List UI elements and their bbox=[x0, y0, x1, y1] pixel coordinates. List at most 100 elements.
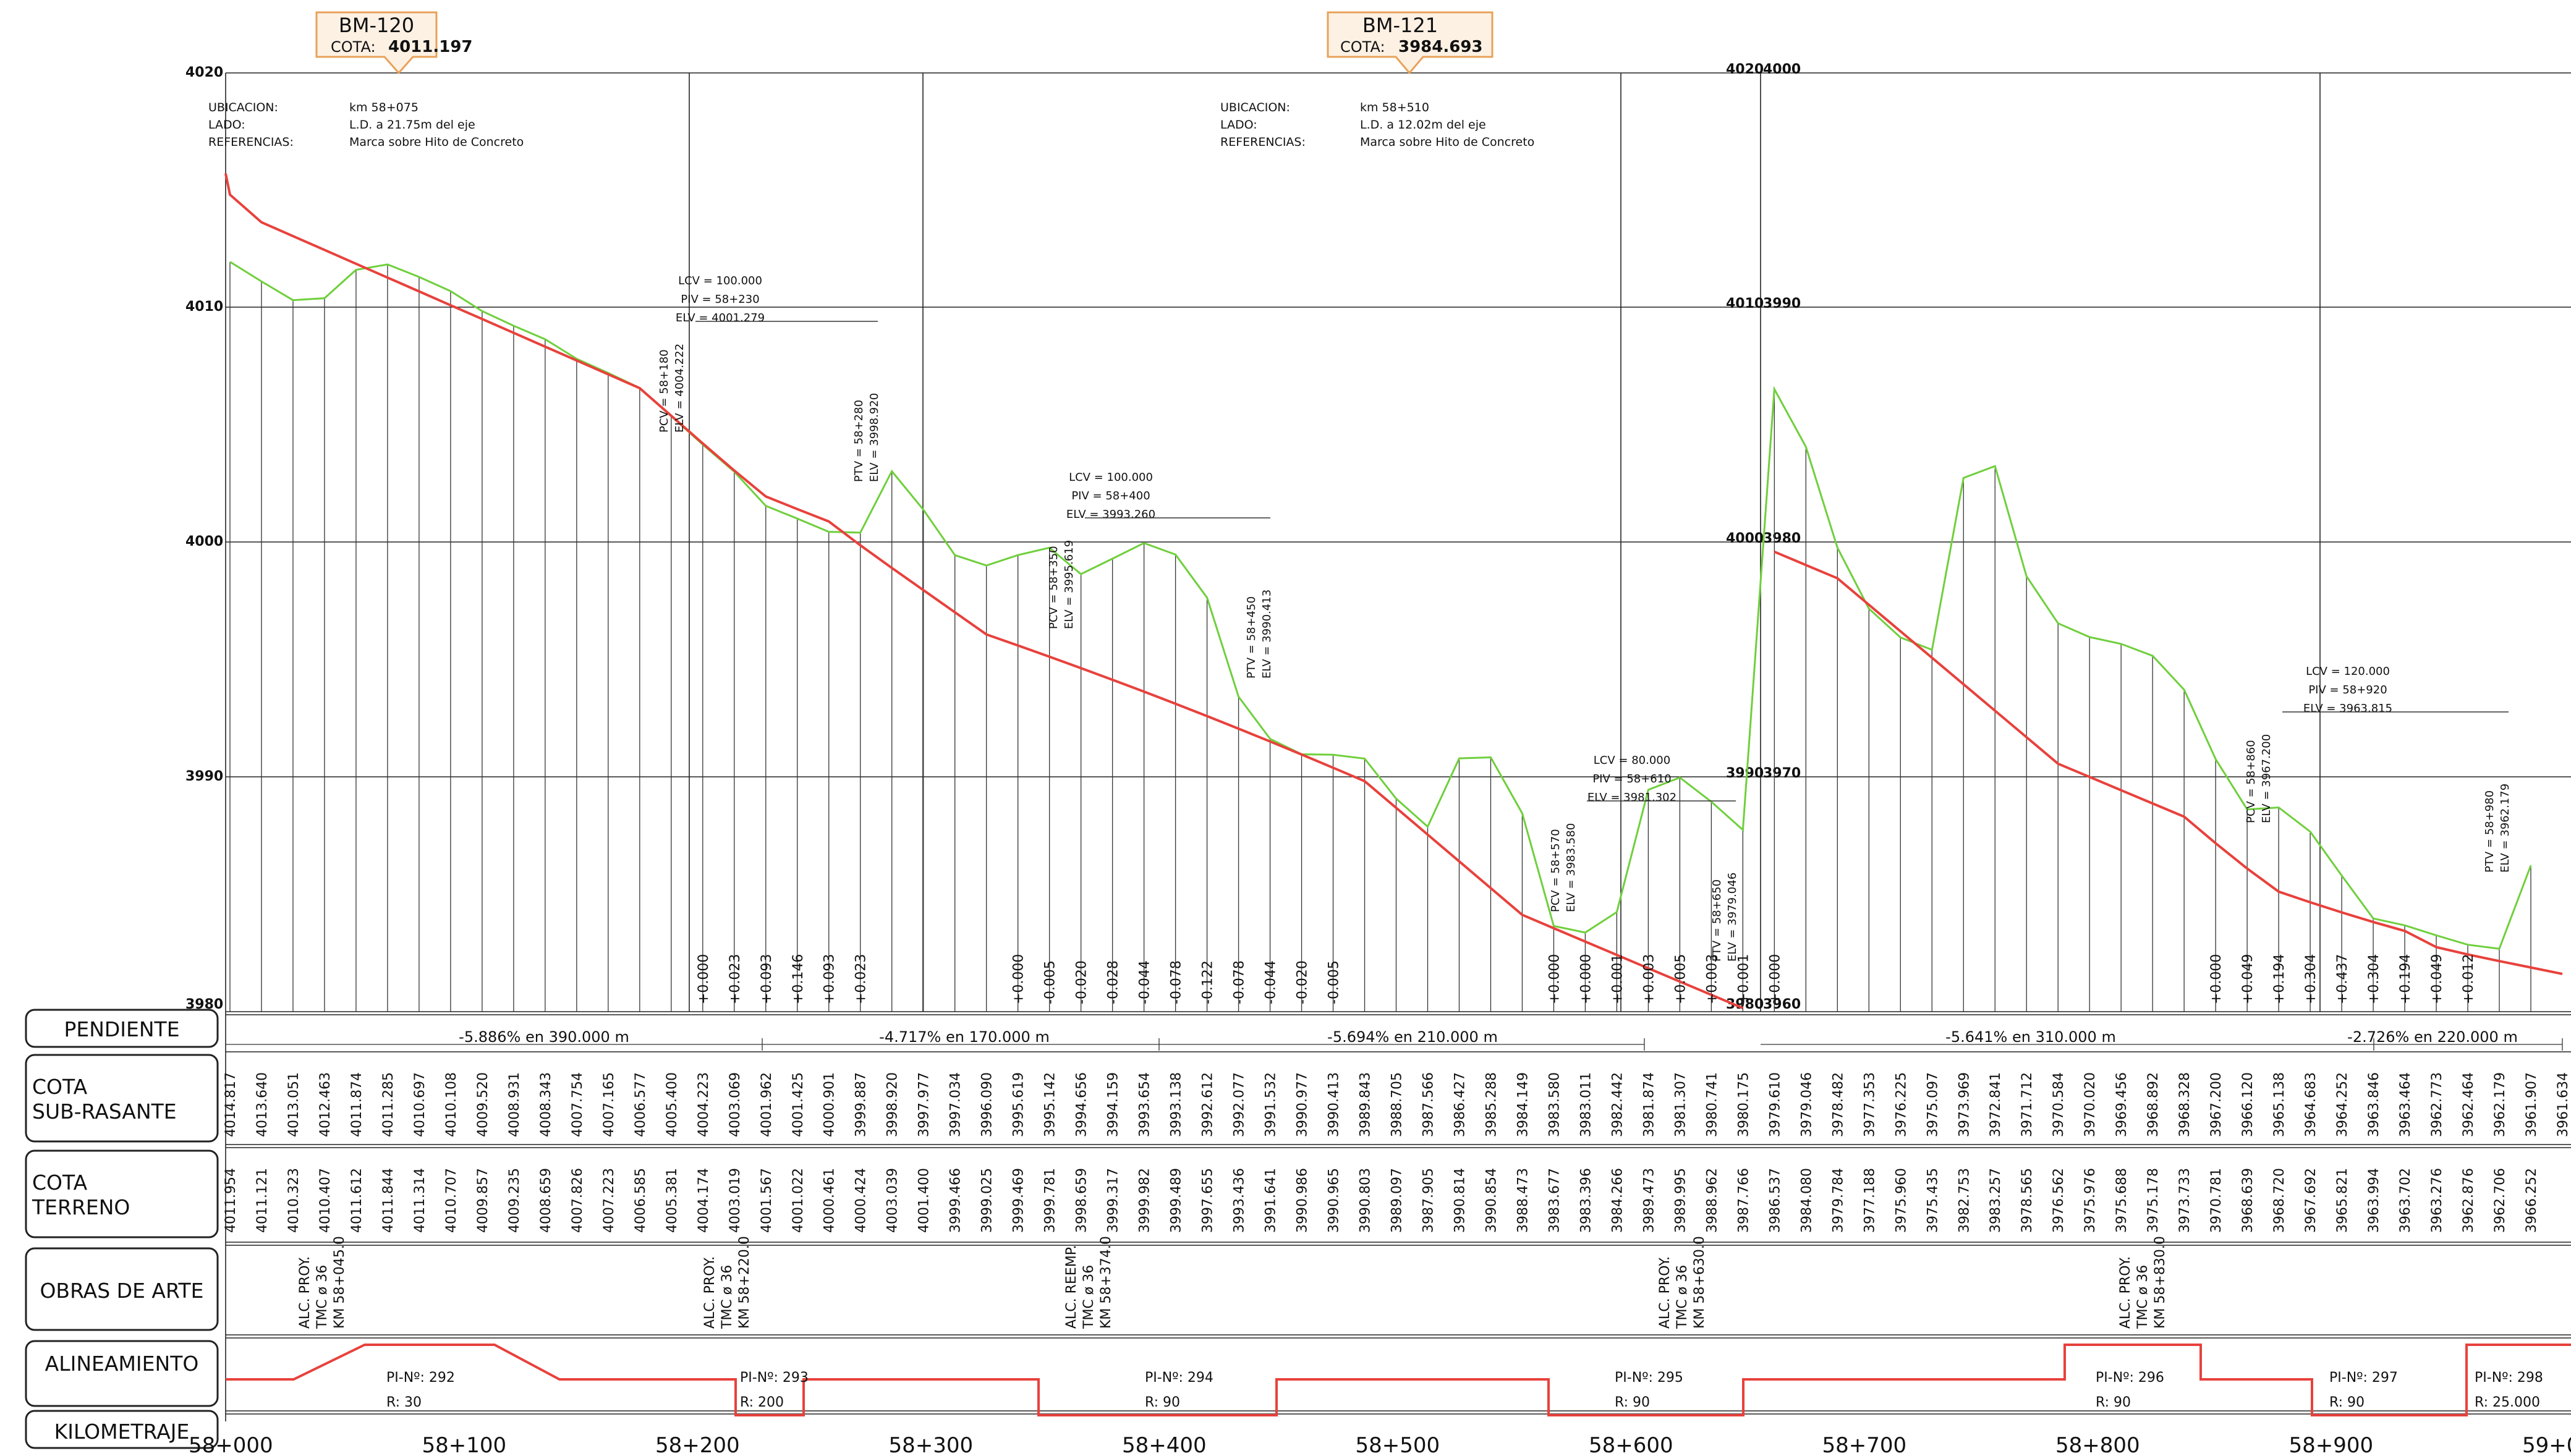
terreno-value: 4011.612 bbox=[349, 1168, 365, 1233]
curve-pcv-elv: ELV = 4004.222 bbox=[673, 344, 686, 433]
cut-fill-value: +0.003 bbox=[1641, 954, 1657, 1004]
terreno-value: 3999.469 bbox=[1011, 1168, 1027, 1233]
elevation-labels-mid: 4020 4010 4000 3990 3980 4000 3990 3980 … bbox=[1726, 62, 1801, 1012]
subrasante-value: 3977.353 bbox=[1862, 1072, 1877, 1137]
cut-fill-value: +0.194 bbox=[2272, 954, 2287, 1004]
slope-label: -5.694% en 210.000 m bbox=[1327, 1028, 1498, 1046]
terreno-value: 3987.905 bbox=[1421, 1168, 1436, 1233]
cut-fill-value: +0.049 bbox=[2429, 954, 2445, 1004]
pi-radius: R: 90 bbox=[2096, 1395, 2131, 1410]
subrasante-value: 3971.712 bbox=[2020, 1072, 2035, 1137]
row-labels: PENDIENTE COTA SUB-RASANTE COTA TERRENO … bbox=[25, 1009, 219, 1449]
curve-lcv: LCV = 100.000 bbox=[1069, 471, 1153, 484]
cut-fill-value: -0.044 bbox=[1137, 960, 1153, 1004]
curve-piv: PIV = 58+920 bbox=[2308, 684, 2387, 696]
subrasante-value: 3994.159 bbox=[1106, 1072, 1121, 1137]
cut-fill-value: -0.078 bbox=[1232, 960, 1247, 1004]
bm-id: BM-120 bbox=[339, 14, 414, 37]
bm-ref-value: Marca sobre Hito de Concreto bbox=[1360, 135, 1534, 149]
subrasante-value: 4008.931 bbox=[507, 1072, 522, 1137]
subrasante-value: 3985.288 bbox=[1484, 1072, 1499, 1137]
subrasante-value: 3980.741 bbox=[1704, 1072, 1720, 1137]
alignment-pis: PI-Nº: 292 R: 30 PI-Nº: 293 R: 200 PI-Nº: 29… bbox=[386, 1370, 2543, 1410]
subrasante-value: 3979.046 bbox=[1799, 1072, 1814, 1137]
subrasante-value: 3961.634 bbox=[2556, 1072, 2571, 1137]
terreno-value: 3999.982 bbox=[1137, 1168, 1153, 1233]
bm-lado-value: L.D. a 12.02m del eje bbox=[1360, 118, 1486, 132]
obra-text: KM 58+830.0 bbox=[2152, 1236, 2168, 1329]
obra-text: TMC ø 36 bbox=[1081, 1265, 1097, 1329]
terreno-value: 4006.585 bbox=[633, 1168, 648, 1233]
bm-cota-label: COTA: bbox=[331, 38, 376, 56]
subrasante-value: 3969.456 bbox=[2114, 1072, 2130, 1137]
terreno-value: 3963.702 bbox=[2398, 1168, 2413, 1233]
curve-elv: ELV = 3981.302 bbox=[1587, 791, 1676, 804]
cut-fill-value: +0.001 bbox=[1610, 954, 1625, 1004]
subrasante-value: 3995.619 bbox=[1011, 1072, 1027, 1137]
terreno-value: 3990.803 bbox=[1358, 1168, 1374, 1233]
pi-radius: R: 90 bbox=[1615, 1395, 1650, 1410]
cut-fill-value: -0.078 bbox=[1169, 960, 1184, 1004]
cut-fill-value: +0.194 bbox=[2398, 954, 2413, 1004]
terreno-value: 3962.706 bbox=[2492, 1168, 2508, 1233]
cut-fill-value: +0.093 bbox=[822, 954, 838, 1004]
subrasante-value: 4007.165 bbox=[601, 1072, 617, 1137]
obra-text: TMC ø 36 bbox=[315, 1265, 330, 1329]
subrasante-value: 3993.654 bbox=[1137, 1072, 1153, 1137]
terreno-value: 4009.235 bbox=[507, 1168, 522, 1233]
cut-fill-value: +0.146 bbox=[791, 954, 806, 1004]
terreno-value: 3999.466 bbox=[948, 1168, 964, 1233]
km-label: 58+500 bbox=[1356, 1433, 1440, 1456]
bm-cota-value: 4011.197 bbox=[388, 38, 473, 56]
cut-fill-value: +0.005 bbox=[1673, 954, 1688, 1004]
pi-number: PI-Nº: 297 bbox=[2329, 1370, 2398, 1386]
subrasante-value: 4006.577 bbox=[633, 1072, 648, 1137]
subrasante-value: 3999.887 bbox=[854, 1072, 869, 1137]
kilometraje-labels: 58+000 58+100 58+200 58+300 58+400 58+500 58+6… bbox=[189, 1433, 2571, 1456]
pi-number: PI-Nº: 293 bbox=[740, 1370, 809, 1386]
cut-fill-value: +0.049 bbox=[2240, 954, 2256, 1004]
terreno-value: 3978.565 bbox=[2020, 1168, 2035, 1233]
terreno-value: 3987.766 bbox=[1736, 1168, 1751, 1233]
label-terreno-1: COTA bbox=[32, 1170, 88, 1195]
elev-label: 3980 bbox=[185, 997, 223, 1012]
terreno-value: 4011.314 bbox=[412, 1168, 428, 1233]
data-bands bbox=[226, 1014, 2571, 1415]
subrasante-value: 3967.200 bbox=[2209, 1072, 2224, 1137]
cut-fill-value: -0.005 bbox=[1043, 960, 1058, 1004]
obra-text: TMC ø 36 bbox=[2135, 1265, 2151, 1329]
terreno-value: 4008.659 bbox=[538, 1168, 554, 1233]
subrasante-value: 3996.090 bbox=[980, 1072, 995, 1137]
cut-fill-value: +0.304 bbox=[2366, 954, 2382, 1004]
terreno-value: 4000.424 bbox=[854, 1168, 869, 1233]
bm-ubic-value: km 58+075 bbox=[349, 101, 419, 114]
curve-pcv: PCV = 58+570 bbox=[1549, 829, 1562, 912]
cut-fill-value: +0.000 bbox=[1547, 954, 1562, 1004]
subrasante-value: 3975.097 bbox=[1925, 1072, 1940, 1137]
subrasante-value: 3982.442 bbox=[1610, 1072, 1625, 1137]
subrasante-value: 4011.285 bbox=[381, 1072, 396, 1137]
curve-pcv-elv: ELV = 3995.619 bbox=[1063, 540, 1076, 629]
curve-pcv-elv: ELV = 3983.580 bbox=[1565, 823, 1578, 912]
bm-ref-value: Marca sobre Hito de Concreto bbox=[349, 135, 524, 149]
elevation-labels-left: 4020 4010 4000 3990 3980 bbox=[185, 65, 223, 1012]
terreno-value: 3963.276 bbox=[2429, 1168, 2445, 1233]
subrasante-value: 3989.843 bbox=[1358, 1072, 1374, 1137]
terreno-value: 4009.857 bbox=[475, 1168, 491, 1233]
subrasante-value: 3993.138 bbox=[1169, 1072, 1184, 1137]
pi-radius: R: 30 bbox=[386, 1395, 422, 1410]
terreno-value: 4007.826 bbox=[570, 1168, 585, 1233]
cut-fill-value: -0.020 bbox=[1074, 960, 1090, 1004]
bm-ref-label: REFERENCIAS: bbox=[1220, 135, 1306, 149]
bm-lado-value: L.D. a 21.75m del eje bbox=[349, 118, 475, 132]
pi-radius: R: 90 bbox=[1145, 1395, 1180, 1410]
cut-fill-value: -0.020 bbox=[1295, 960, 1311, 1004]
alignment-diagram-line bbox=[226, 1344, 2571, 1416]
terreno-value: 3993.436 bbox=[1232, 1168, 1247, 1233]
km-label: 58+700 bbox=[1822, 1433, 1907, 1456]
elev-label: 3990 bbox=[1726, 766, 1764, 781]
subrasante-value: 3964.683 bbox=[2303, 1072, 2319, 1137]
obra-text: ALC. REEMP. bbox=[1064, 1245, 1079, 1329]
subrasante-value: 4013.640 bbox=[255, 1072, 270, 1137]
